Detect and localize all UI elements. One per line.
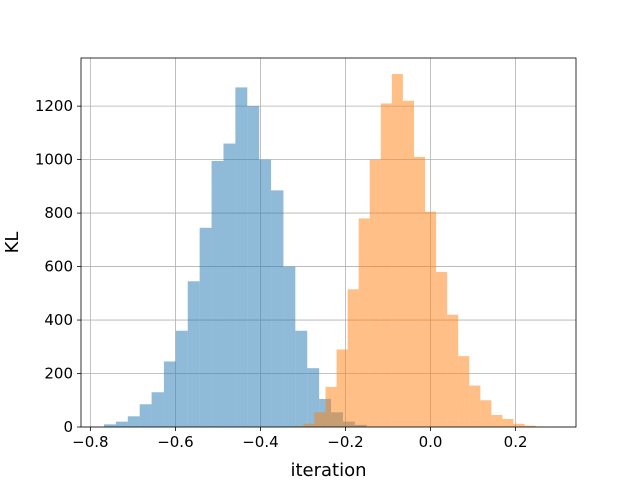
histogram-bar-series-2 <box>292 426 304 427</box>
y-tick-label: 0 <box>63 418 73 436</box>
histogram-bar-series-1 <box>259 159 272 427</box>
histogram-bar-series-1 <box>199 227 212 427</box>
histogram-bar-series-1 <box>163 361 176 427</box>
histogram-bar-series-2 <box>303 423 315 427</box>
histogram-bar-series-2 <box>314 412 326 427</box>
y-tick-label: 1200 <box>35 97 73 115</box>
histogram-bar-series-2 <box>402 100 414 428</box>
histogram-bar-series-2 <box>369 159 381 427</box>
histogram-bar-series-2 <box>480 400 492 427</box>
histogram-bar-series-2 <box>513 423 525 427</box>
histogram-bar-series-1 <box>295 330 308 427</box>
histogram-bar-series-2 <box>469 385 481 427</box>
x-tick-label: 0.0 <box>419 433 443 451</box>
x-axis-label: iteration <box>290 460 366 480</box>
grid-lines <box>81 58 576 428</box>
histogram-bar-series-2 <box>325 386 337 427</box>
histogram-bar-series-1 <box>151 392 164 427</box>
histogram-bar-series-2 <box>380 103 392 428</box>
histogram-bar-series-2 <box>413 156 426 427</box>
histogram-bar-series-1 <box>307 368 320 427</box>
histogram-bar-series-2 <box>347 289 359 427</box>
histogram-bar-series-1 <box>127 416 140 427</box>
histogram-bar-series-2 <box>491 414 503 427</box>
histogram-bar-series-2 <box>425 211 437 427</box>
histogram-bar-series-1 <box>187 281 200 427</box>
histogram-bar-series-1 <box>271 190 284 427</box>
y-axis-label: KL <box>2 232 23 254</box>
x-tick-label: −0.2 <box>327 433 363 451</box>
histogram-bar-series-1 <box>175 330 188 427</box>
histogram-bar-series-2 <box>391 74 403 427</box>
x-tick-label: −0.4 <box>242 433 278 451</box>
y-tick-label: 600 <box>44 258 73 276</box>
histogram-bars <box>103 74 558 428</box>
histogram-bar-series-2 <box>502 418 514 427</box>
histogram-bar-series-2 <box>447 314 459 427</box>
x-tick-label: 0.2 <box>504 433 528 451</box>
x-tick-label: −0.8 <box>72 433 108 451</box>
x-tick-label: −0.6 <box>157 433 193 451</box>
y-tick-label: 400 <box>44 311 73 329</box>
histogram-bar-series-2 <box>436 271 448 427</box>
histogram-bar-series-1 <box>139 404 152 427</box>
histogram-bar-series-1 <box>235 87 248 428</box>
histogram-bar-series-1 <box>283 266 296 427</box>
histogram-bar-series-1 <box>103 424 116 427</box>
plot-frame <box>80 57 577 428</box>
histogram-bar-series-1 <box>247 106 260 427</box>
histogram-bar-series-2 <box>336 349 348 427</box>
y-tick-label: 1000 <box>35 151 73 169</box>
histogram-bar-series-1 <box>115 421 128 427</box>
y-tick-label: 800 <box>44 204 73 222</box>
histogram-bar-series-1 <box>211 160 224 427</box>
histogram-bar-series-2 <box>524 425 536 427</box>
axis-ticks: −0.8 −0.6 −0.4 −0.2 0.0 0.2 0 200 400 600 800 1000 1… <box>35 97 528 451</box>
histogram-bar-series-2 <box>358 218 370 427</box>
y-tick-label: 200 <box>44 365 73 383</box>
histogram-bar-series-2 <box>458 356 470 427</box>
histogram-bar-series-1 <box>223 143 236 427</box>
